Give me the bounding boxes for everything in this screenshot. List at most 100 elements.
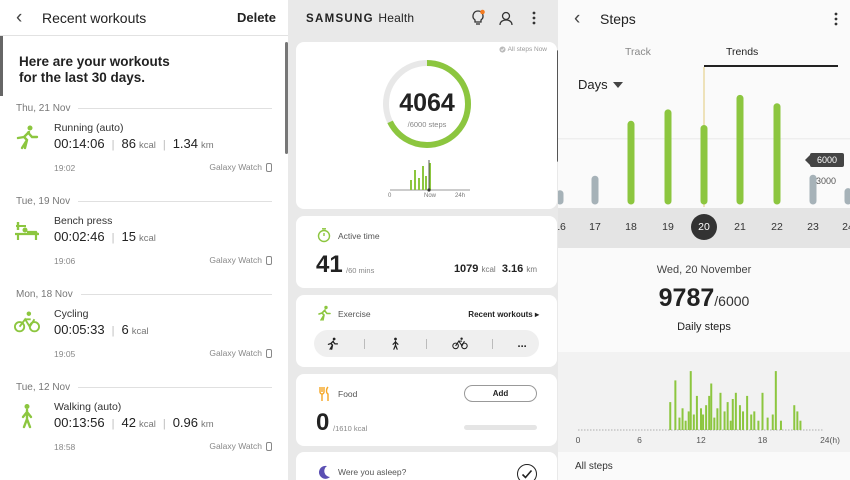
intro-banner: Here are your workouts for the last 30 d… (0, 36, 288, 96)
distance-unit: km (201, 419, 214, 430)
cycle-shortcut-icon[interactable] (452, 337, 468, 350)
hourly-steps-chart: 0 6 12 18 24(h) (558, 352, 850, 452)
delete-button[interactable]: Delete (236, 10, 276, 25)
hourly-bar (687, 411, 690, 430)
run-shortcut-icon[interactable] (326, 337, 339, 350)
food-kcal-goal: /1610 kcal (333, 424, 368, 433)
date-tick[interactable]: 17 (589, 221, 601, 233)
hourly-bar (710, 383, 713, 430)
tab-track[interactable]: Track (625, 46, 651, 58)
hourly-bar (669, 402, 672, 430)
distance-unit: km (201, 140, 214, 151)
back-arrow-icon[interactable]: ‹ (16, 6, 23, 28)
exercise-shortcuts: ... (314, 330, 539, 357)
device-source: Galaxy Watch (209, 162, 272, 172)
steps-card[interactable]: All steps Now 4064 /6000 steps 0 Now 24h (296, 42, 557, 209)
selected-date: Wed, 20 November (656, 264, 752, 276)
workout-stats: 00:14:06 | 86 kcal | 1.34 km (54, 136, 214, 151)
tab-bar: Track Trends (558, 37, 850, 67)
kcal-unit: kcal (481, 265, 496, 274)
selected-date-tick[interactable]: 20 (691, 214, 717, 240)
add-food-button[interactable]: Add (464, 385, 537, 402)
kcal-unit: kcal (138, 233, 156, 244)
goal-marker: 6000 (805, 153, 844, 167)
sync-text: All steps Now (507, 46, 547, 53)
duration-value: 00:05:33 (54, 322, 105, 337)
back-arrow-icon[interactable]: ‹ (574, 7, 581, 29)
hourly-bar (753, 411, 756, 430)
date-tick[interactable]: 24 (842, 221, 850, 233)
workout-name: Walking (auto) (54, 401, 122, 413)
date-axis[interactable]: 16 17 18 19 20 21 22 23 24 (558, 208, 850, 248)
food-title: Food (338, 389, 358, 399)
lightbulb-icon[interactable] (464, 9, 492, 27)
brand-logo: SAMSUNG Health (306, 11, 415, 25)
device-source: Galaxy Watch (209, 348, 272, 358)
hourly-bar (719, 392, 722, 430)
tab-trends[interactable]: Trends (726, 46, 759, 58)
date-tick[interactable]: 16 (558, 221, 566, 233)
food-card[interactable]: Food Add 0 /1610 kcal (296, 374, 557, 446)
hourly-bar (729, 420, 732, 430)
hourly-bar (723, 411, 726, 430)
intro-text-line2: for the last 30 days. (19, 70, 146, 85)
workout-stats: 00:05:33 | 6 kcal (54, 322, 149, 337)
hourly-bar (774, 371, 777, 430)
more-options-icon[interactable] (834, 12, 838, 26)
date-tick[interactable]: 19 (662, 221, 674, 233)
divider (78, 200, 272, 202)
confirm-sleep-button[interactable] (517, 464, 537, 480)
date-tick[interactable]: 18 (625, 221, 637, 233)
workout-stats: 00:02:46 | 15 kcal (54, 229, 156, 244)
hourly-bar (742, 411, 745, 430)
walk-shortcut-icon[interactable] (389, 337, 402, 350)
workout-item[interactable]: Cycling 00:05:33 | 6 kcal 19:05 Galaxy Watch (0, 306, 288, 375)
recent-workouts-link[interactable]: Recent workouts ▸ (468, 310, 539, 319)
workout-item[interactable]: Running (auto) 00:14:06 | 86 kcal | 1.34 km 19:0… (0, 120, 288, 189)
workout-item[interactable]: Bench press 00:02:46 | 15 kcal 19:06 Galaxy Wa… (0, 213, 288, 282)
date-tick[interactable]: 21 (734, 221, 746, 233)
date-tick[interactable]: 22 (771, 221, 783, 233)
workout-stats: 00:13:56 | 42 kcal | 0.96 km (54, 415, 214, 430)
hourly-bar (757, 420, 760, 430)
more-options-icon[interactable] (520, 11, 548, 25)
date-header: Mon, 18 Nov (0, 282, 288, 306)
date-label: Tue, 12 Nov (16, 381, 71, 393)
active-time-card[interactable]: Active time 41 /60 mins 1079 kcal 3.16 k… (296, 216, 557, 288)
timer-icon (317, 228, 331, 243)
fork-knife-icon (319, 386, 329, 401)
steps-app-bar: ‹ Steps (558, 0, 850, 37)
device-source: Galaxy Watch (209, 255, 272, 265)
scrollbar[interactable] (285, 42, 288, 154)
active-minutes: 41 (316, 251, 343, 278)
divider: | (111, 325, 115, 337)
sleep-card[interactable]: Were you asleep? (296, 452, 557, 480)
km-unit: km (526, 265, 537, 274)
hourly-bar (793, 405, 796, 430)
duration-value: 00:02:46 (54, 229, 105, 244)
device-name: Galaxy Watch (209, 441, 262, 451)
mini-axis-now: Now (424, 193, 437, 199)
kcal-unit: kcal (138, 419, 156, 430)
exercise-card[interactable]: Exercise Recent workouts ▸ ... (296, 295, 557, 367)
hourly-bar (779, 420, 782, 430)
hourly-axis-tick: 0 (576, 435, 581, 445)
period-label: Days (578, 77, 608, 92)
more-shortcuts-button[interactable]: ... (517, 337, 527, 350)
divider (426, 338, 428, 349)
device-name: Galaxy Watch (209, 348, 262, 358)
period-selector[interactable]: Days (578, 77, 623, 92)
watch-icon (266, 255, 272, 265)
home-screen: SAMSUNG Health All steps Now 4064 /6000 … (288, 0, 558, 480)
hourly-bar (731, 399, 734, 430)
workout-time: 19:06 (54, 256, 76, 266)
daily-steps-chart[interactable] (558, 67, 850, 208)
hourly-bar (738, 405, 741, 430)
hourly-bar (771, 414, 774, 430)
profile-icon[interactable] (492, 10, 520, 26)
hourly-bar (766, 417, 769, 430)
workout-item[interactable]: Walking (auto) 00:13:56 | 42 kcal | 0.96 km 18:5… (0, 399, 288, 468)
date-tick[interactable]: 23 (807, 221, 819, 233)
hourly-bar (700, 408, 702, 430)
workout-name: Bench press (54, 215, 113, 227)
